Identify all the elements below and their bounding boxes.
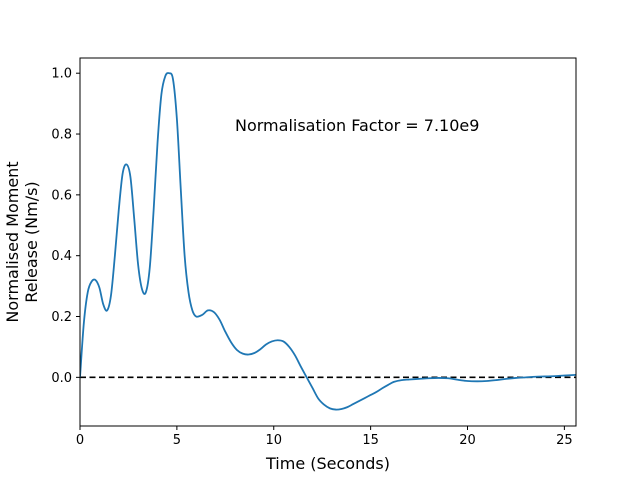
- y-tick-label: 0.2: [51, 310, 72, 325]
- plot-frame: [79, 57, 577, 427]
- x-tick-label: 5: [173, 433, 181, 448]
- series-line-0: [80, 72, 576, 411]
- x-tick-label: 0: [76, 433, 84, 448]
- x-tick-label: 25: [556, 433, 573, 448]
- y-tick-label: 0.0: [51, 371, 72, 386]
- y-tick-label: 0.4: [51, 249, 72, 264]
- y-axis-label-line-1: Normalised Moment: [3, 161, 22, 322]
- x-tick-label: 20: [459, 433, 476, 448]
- plot-area: [80, 58, 576, 426]
- y-tick-label: 1.0: [51, 67, 72, 82]
- y-tick-label: 0.8: [51, 128, 72, 143]
- normalisation-factor-annotation: Normalisation Factor = 7.10e9: [235, 116, 479, 135]
- x-tick-label: 10: [265, 433, 282, 448]
- x-tick-label: 15: [362, 433, 379, 448]
- y-axis-label-line-2: Release (Nm/s): [22, 181, 41, 302]
- x-axis-label: Time (Seconds): [265, 454, 390, 473]
- y-tick-label: 0.6: [51, 188, 72, 203]
